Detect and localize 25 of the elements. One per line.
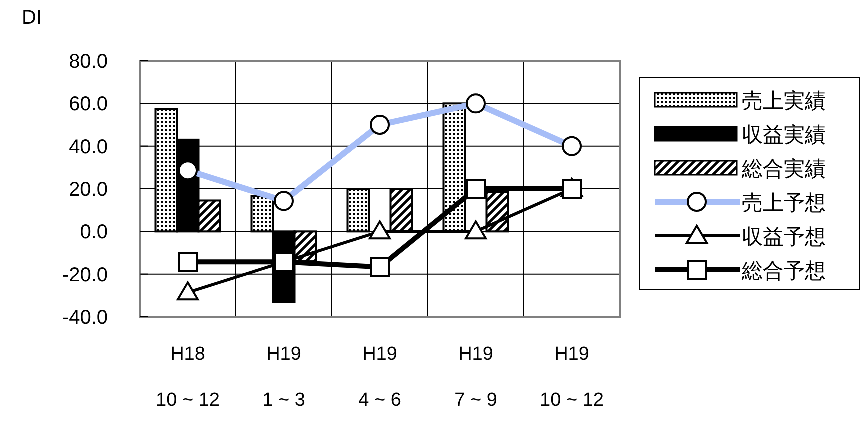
y-tick-label: 80.0 — [69, 51, 108, 73]
legend-label: 収益予想 — [742, 226, 826, 249]
legend-label: 売上実績 — [742, 90, 826, 113]
point — [369, 220, 391, 240]
y-tick-label: -40.0 — [62, 307, 108, 329]
y-tick-label: 60.0 — [69, 94, 108, 116]
y-tick-label: 0.0 — [80, 222, 108, 244]
category-label: H19 10 ~ 12 — [540, 344, 604, 411]
point — [465, 220, 487, 240]
point — [178, 252, 198, 272]
legend-label: 総合実績 — [741, 158, 826, 181]
y-tick-label: -20.0 — [62, 264, 108, 286]
category-label: H19 4 ~ 6 — [358, 344, 402, 411]
category-label: H18 10 ~ 12 — [156, 344, 220, 411]
point — [466, 179, 486, 199]
category-label: H19 1 ~ 3 — [262, 344, 306, 411]
point — [177, 282, 199, 301]
legend-label: 売上予想 — [742, 192, 826, 215]
y-tick-label: 20.0 — [69, 179, 108, 201]
category-label: H19 7 ~ 9 — [454, 344, 498, 411]
legend-label: 総合予想 — [741, 260, 826, 283]
y-axis-title: DI — [22, 7, 42, 29]
point — [370, 257, 390, 278]
y-tick-label: 40.0 — [69, 136, 108, 158]
legend-label: 収益実績 — [742, 124, 826, 147]
